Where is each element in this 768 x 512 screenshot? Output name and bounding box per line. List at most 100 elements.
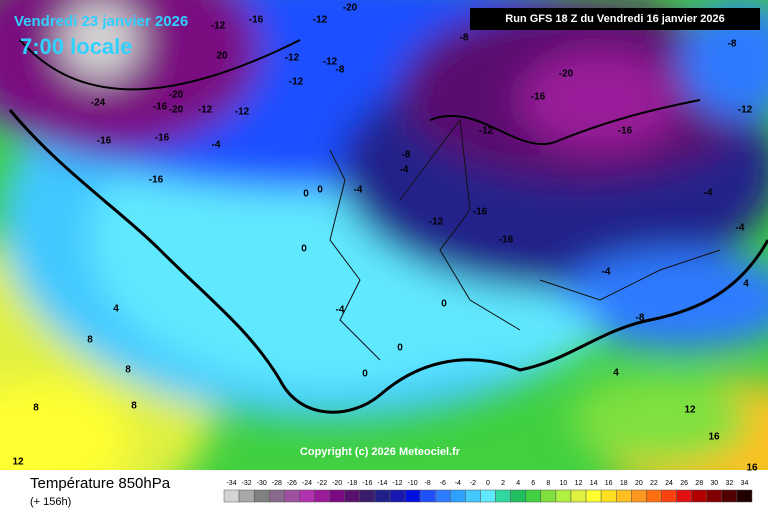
- scale-cell: [480, 489, 496, 503]
- contour-label: -4: [602, 267, 611, 278]
- valid-time: 7:00 locale: [20, 34, 133, 59]
- scale-cell: [495, 489, 511, 503]
- scale-label: -30: [257, 480, 267, 487]
- contour-label: -12: [738, 105, 753, 116]
- scale-label: -34: [226, 480, 236, 487]
- scale-cell: [540, 489, 557, 503]
- contour-label: 4: [743, 279, 749, 290]
- scale-cell: [600, 489, 617, 503]
- contour-label: -4: [736, 223, 745, 234]
- scale-cell: [314, 489, 330, 503]
- scale-label: -2: [470, 480, 476, 487]
- contour-label: -4: [212, 140, 221, 151]
- contour-label: -16: [473, 207, 488, 218]
- contour-label: -12: [211, 21, 226, 32]
- contour-label: 0: [441, 299, 447, 310]
- scale-cell: [344, 489, 361, 503]
- scale-cell: [253, 489, 270, 503]
- scale-label: 32: [725, 480, 733, 487]
- scale-label: 28: [695, 480, 703, 487]
- contour-label: 0: [397, 343, 403, 354]
- contour-label: -4: [704, 188, 713, 199]
- scale-label: 26: [680, 480, 688, 487]
- contour-label: -20: [169, 90, 184, 101]
- scale-label: -20: [332, 480, 342, 487]
- valid-date: Vendredi 23 janvier 2026: [14, 13, 188, 30]
- scale-cell: [615, 489, 632, 503]
- scale-cell: [661, 489, 677, 503]
- scale-cell: [585, 489, 602, 503]
- contour-label: -16: [499, 235, 514, 246]
- contour-label: -20: [169, 105, 184, 116]
- scale-cell: [555, 489, 572, 503]
- scale-label: 20: [635, 480, 643, 487]
- contour-label: -12: [198, 105, 213, 116]
- scale-label: -10: [408, 480, 418, 487]
- contour-label: -20: [559, 69, 574, 80]
- contour-label: -12: [429, 217, 444, 228]
- contour-label: 8: [87, 335, 93, 346]
- contour-label: -16: [97, 136, 112, 147]
- scale-cell: [631, 489, 647, 503]
- contour-label: -4: [354, 185, 363, 196]
- scale-label: -16: [362, 480, 372, 487]
- contour-label: 0: [301, 244, 307, 255]
- scale-cell: [389, 489, 406, 503]
- scale-cell: [525, 489, 542, 503]
- scale-label: 6: [531, 480, 535, 487]
- contour-label: -12: [289, 77, 304, 88]
- contour-label: -8: [728, 39, 737, 50]
- scale-label: -18: [347, 480, 357, 487]
- scale-cell: [510, 489, 526, 503]
- scale-label: -26: [287, 480, 297, 487]
- scale-label: -28: [272, 480, 282, 487]
- scale-cell: [450, 489, 466, 503]
- contour-label: -16: [618, 126, 633, 137]
- contour-label: 12: [12, 457, 24, 468]
- contour-label: -8: [636, 313, 645, 324]
- contour-label: -8: [402, 150, 411, 161]
- scale-cell: [374, 489, 391, 503]
- scale-cell: [676, 489, 692, 503]
- lead-time: (+ 156h): [30, 496, 71, 508]
- scale-cell: [706, 489, 723, 503]
- contour-label: 0: [362, 369, 368, 380]
- scale-cell: [419, 489, 436, 503]
- run-info: Run GFS 18 Z du Vendredi 16 janvier 2026: [505, 13, 724, 25]
- scale-cell: [299, 489, 315, 503]
- scale-label: 30: [710, 480, 718, 487]
- scale-label: 34: [741, 480, 749, 487]
- contour-label: 12: [684, 405, 696, 416]
- scale-cell: [329, 489, 345, 503]
- contour-label: 8: [33, 403, 39, 414]
- contour-label: -16: [149, 175, 164, 186]
- contour-label: -16: [155, 133, 170, 144]
- scale-cell: [238, 489, 255, 503]
- scale-label: 0: [486, 480, 490, 487]
- scale-label: 24: [665, 480, 673, 487]
- contour-label: -4: [400, 165, 409, 176]
- scale-label: 12: [575, 480, 583, 487]
- scale-label: -8: [425, 480, 431, 487]
- scale-label: 22: [650, 480, 658, 487]
- scale-label: -6: [440, 480, 446, 487]
- contour-label: -20: [343, 3, 358, 14]
- contour-label: 4: [613, 368, 619, 379]
- contour-label: 8: [131, 401, 137, 412]
- scale-cell: [223, 489, 240, 503]
- contour-label: 4: [113, 304, 119, 315]
- contour-label: 16: [708, 432, 720, 443]
- scale-label: 8: [546, 480, 550, 487]
- scale-label: 14: [590, 480, 598, 487]
- copyright: Copyright (c) 2026 Meteociel.fr: [300, 446, 461, 458]
- variable-name: Température 850hPa: [30, 475, 171, 492]
- contour-label: -12: [285, 53, 300, 64]
- contour-label: -12: [235, 107, 250, 118]
- contour-label: -12: [479, 126, 494, 137]
- contour-label: -8: [460, 33, 469, 44]
- scale-cell: [721, 489, 738, 503]
- scale-cell: [269, 489, 285, 503]
- scale-label: -22: [317, 480, 327, 487]
